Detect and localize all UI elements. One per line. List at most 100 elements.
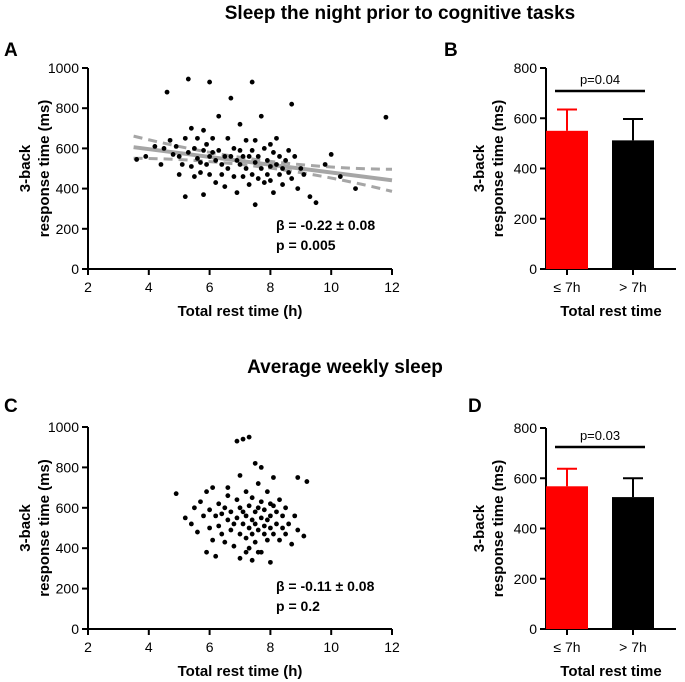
data-point bbox=[228, 95, 234, 101]
x-axis-label: Total rest time (h) bbox=[178, 303, 303, 320]
y-axis-label-line1: 3-back bbox=[471, 504, 488, 552]
data-point bbox=[210, 485, 216, 490]
data-point bbox=[286, 521, 292, 527]
y-axis-label-line2: response time (ms) bbox=[490, 100, 507, 238]
data-point bbox=[198, 499, 203, 505]
data-point bbox=[268, 141, 273, 147]
data-point bbox=[237, 148, 243, 153]
data-point bbox=[198, 170, 203, 175]
y-tick-label: 400 bbox=[56, 181, 80, 197]
x-tick-label: 10 bbox=[323, 279, 339, 295]
data-point bbox=[277, 497, 282, 503]
data-point bbox=[213, 158, 219, 163]
data-point bbox=[231, 174, 237, 179]
y-tick-label: 200 bbox=[514, 571, 538, 587]
bar bbox=[546, 486, 588, 629]
data-point bbox=[295, 475, 301, 480]
data-point bbox=[255, 527, 261, 533]
data-point bbox=[161, 146, 167, 151]
data-point bbox=[252, 539, 258, 545]
data-point bbox=[188, 164, 194, 169]
data-point bbox=[264, 172, 270, 177]
data-point bbox=[246, 525, 252, 531]
x-axis-label: Total rest time bbox=[560, 303, 661, 320]
data-point bbox=[301, 172, 307, 177]
panel-b-bar: 0 200 400 600 800 ≤ 7h > 7h p=0.04 Total rest ti… bbox=[471, 60, 676, 320]
bar bbox=[546, 130, 588, 269]
data-point bbox=[164, 89, 170, 95]
data-point bbox=[207, 154, 213, 159]
data-point bbox=[268, 513, 273, 519]
data-point bbox=[353, 186, 358, 192]
data-point bbox=[240, 521, 246, 527]
significance-label: p=0.03 bbox=[580, 428, 620, 443]
x-tick-label: 6 bbox=[206, 639, 214, 655]
data-point bbox=[249, 531, 255, 537]
data-point bbox=[240, 436, 246, 442]
x-tick-label: > 7h bbox=[619, 279, 647, 295]
data-point bbox=[249, 517, 255, 523]
data-point bbox=[271, 150, 276, 155]
panel-label-a: A bbox=[4, 40, 18, 61]
data-point bbox=[280, 182, 285, 187]
data-point bbox=[295, 186, 301, 192]
data-point bbox=[152, 143, 158, 149]
x-axis-label: Total rest time (h) bbox=[178, 663, 303, 680]
data-point bbox=[283, 158, 288, 163]
x-tick-label: 6 bbox=[206, 279, 214, 295]
data-point bbox=[158, 162, 164, 167]
data-point bbox=[280, 166, 285, 171]
data-point bbox=[264, 537, 270, 543]
data-point bbox=[268, 501, 273, 507]
bar bbox=[612, 497, 654, 629]
y-axis-label-line2: response time (ms) bbox=[36, 459, 53, 597]
data-point bbox=[192, 174, 197, 179]
y-tick-label: 400 bbox=[514, 161, 538, 177]
data-point bbox=[210, 135, 216, 141]
regression-line bbox=[133, 145, 393, 183]
data-point bbox=[185, 76, 191, 82]
data-point bbox=[237, 505, 243, 511]
data-point bbox=[264, 158, 270, 163]
data-point bbox=[237, 121, 243, 127]
data-point bbox=[240, 154, 246, 159]
data-point bbox=[231, 543, 237, 549]
y-axis-label-line1: 3-back bbox=[17, 144, 34, 192]
x-tick-label: 4 bbox=[145, 639, 153, 655]
data-point bbox=[246, 182, 252, 187]
y-tick-label: 200 bbox=[56, 221, 80, 237]
data-point bbox=[216, 113, 222, 119]
data-point bbox=[277, 537, 282, 543]
data-point bbox=[283, 531, 288, 537]
data-point bbox=[204, 162, 209, 167]
data-point bbox=[179, 162, 185, 167]
ci-lower-line bbox=[133, 156, 393, 193]
data-point bbox=[252, 202, 258, 208]
section-title-top: Sleep the night prior to cognitive tasks bbox=[225, 3, 576, 24]
data-point bbox=[280, 525, 285, 531]
data-point bbox=[234, 515, 240, 521]
data-point bbox=[261, 507, 267, 513]
data-point bbox=[237, 531, 243, 537]
data-point bbox=[182, 194, 188, 200]
data-point bbox=[176, 154, 182, 159]
data-point bbox=[274, 135, 279, 141]
data-point bbox=[286, 148, 292, 153]
data-point bbox=[225, 166, 231, 171]
stat-beta: β = -0.11 ± 0.08 bbox=[276, 578, 375, 594]
x-tick-label: 2 bbox=[84, 279, 92, 295]
data-point bbox=[237, 162, 243, 167]
data-point bbox=[252, 160, 258, 165]
y-tick-label: 200 bbox=[514, 211, 538, 227]
data-point bbox=[198, 160, 203, 165]
data-point bbox=[268, 164, 273, 169]
data-point bbox=[246, 434, 252, 440]
data-point bbox=[201, 127, 206, 133]
data-point bbox=[219, 162, 225, 167]
data-point bbox=[289, 176, 295, 181]
y-tick-label: 800 bbox=[56, 459, 80, 475]
data-point bbox=[225, 517, 231, 523]
data-point bbox=[213, 513, 219, 519]
data-point bbox=[292, 513, 298, 519]
x-tick-label: 8 bbox=[267, 639, 275, 655]
